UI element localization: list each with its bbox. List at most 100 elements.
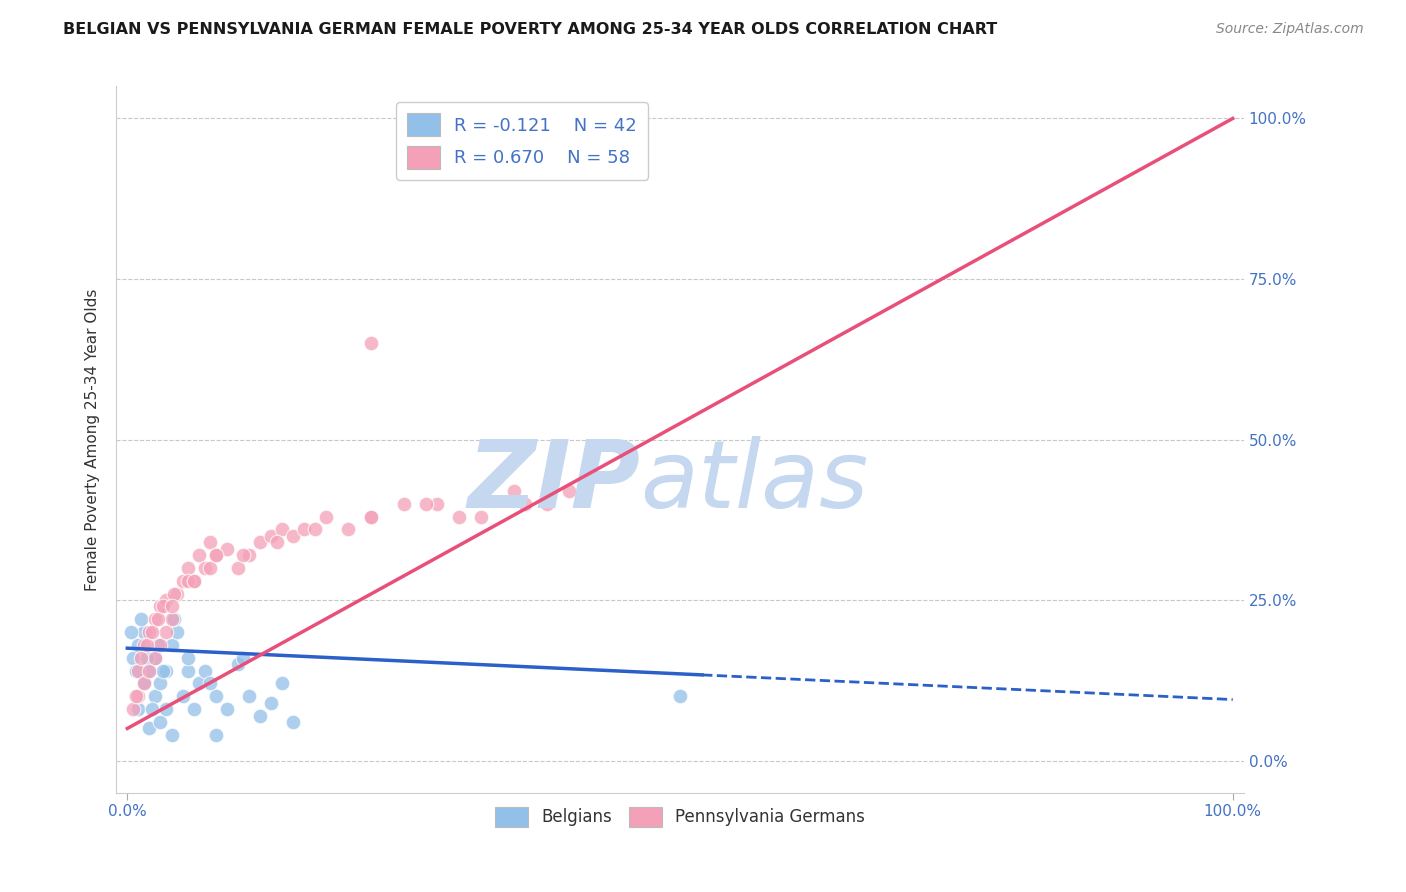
- Point: [260, 696, 283, 710]
- Point: [292, 522, 315, 536]
- Point: [204, 728, 226, 742]
- Point: [132, 676, 155, 690]
- Point: [160, 728, 183, 742]
- Point: [360, 509, 382, 524]
- Point: [249, 535, 271, 549]
- Point: [200, 535, 222, 549]
- Point: [138, 722, 160, 736]
- Point: [125, 690, 148, 704]
- Point: [148, 612, 170, 626]
- Point: [148, 638, 170, 652]
- Point: [271, 676, 294, 690]
- Point: [129, 612, 152, 626]
- Point: [125, 664, 148, 678]
- Point: [149, 638, 172, 652]
- Point: [183, 574, 205, 588]
- Text: Source: ZipAtlas.com: Source: ZipAtlas.com: [1216, 22, 1364, 37]
- Point: [183, 702, 205, 716]
- Point: [226, 561, 249, 575]
- Point: [121, 702, 143, 716]
- Point: [447, 509, 470, 524]
- Text: BELGIAN VS PENNSYLVANIA GERMAN FEMALE POVERTY AMONG 25-34 YEAR OLDS CORRELATION : BELGIAN VS PENNSYLVANIA GERMAN FEMALE PO…: [63, 22, 997, 37]
- Point: [155, 625, 177, 640]
- Point: [232, 650, 254, 665]
- Point: [238, 690, 260, 704]
- Point: [200, 676, 222, 690]
- Point: [149, 676, 172, 690]
- Point: [503, 483, 526, 498]
- Point: [155, 702, 177, 716]
- Point: [226, 657, 249, 672]
- Point: [121, 650, 143, 665]
- Text: atlas: atlas: [641, 436, 869, 527]
- Point: [188, 676, 211, 690]
- Point: [232, 548, 254, 562]
- Point: [143, 612, 166, 626]
- Point: [188, 548, 211, 562]
- Text: ZIP: ZIP: [468, 436, 641, 528]
- Point: [215, 702, 238, 716]
- Point: [149, 714, 172, 729]
- Point: [249, 708, 271, 723]
- Point: [194, 561, 217, 575]
- Point: [138, 625, 160, 640]
- Point: [304, 522, 326, 536]
- Point: [132, 638, 155, 652]
- Point: [172, 574, 194, 588]
- Point: [136, 650, 159, 665]
- Point: [204, 690, 226, 704]
- Point: [215, 541, 238, 556]
- Point: [172, 690, 194, 704]
- Point: [127, 638, 149, 652]
- Point: [238, 548, 260, 562]
- Point: [127, 702, 149, 716]
- Point: [470, 509, 492, 524]
- Point: [149, 599, 172, 614]
- Point: [177, 664, 200, 678]
- Point: [160, 638, 183, 652]
- Point: [120, 625, 142, 640]
- Point: [281, 714, 304, 729]
- Point: [415, 497, 437, 511]
- Point: [163, 612, 186, 626]
- Point: [669, 690, 692, 704]
- Point: [136, 638, 159, 652]
- Point: [200, 561, 222, 575]
- Point: [183, 574, 205, 588]
- Point: [337, 522, 360, 536]
- Point: [138, 664, 160, 678]
- Point: [177, 574, 200, 588]
- Point: [426, 497, 449, 511]
- Point: [127, 664, 149, 678]
- Point: [143, 690, 166, 704]
- Point: [360, 336, 382, 351]
- Point: [155, 664, 177, 678]
- Point: [166, 586, 188, 600]
- Point: [177, 650, 200, 665]
- Point: [143, 650, 166, 665]
- Point: [141, 625, 163, 640]
- Point: [194, 664, 217, 678]
- Point: [392, 497, 415, 511]
- Point: [132, 625, 155, 640]
- Point: [132, 676, 155, 690]
- Point: [163, 586, 186, 600]
- Point: [160, 599, 183, 614]
- Point: [204, 548, 226, 562]
- Point: [260, 529, 283, 543]
- Point: [271, 522, 294, 536]
- Point: [143, 650, 166, 665]
- Point: [281, 529, 304, 543]
- Point: [138, 664, 160, 678]
- Point: [536, 497, 558, 511]
- Point: [204, 548, 226, 562]
- Point: [129, 650, 152, 665]
- Point: [155, 593, 177, 607]
- Point: [266, 535, 288, 549]
- Point: [127, 690, 149, 704]
- Legend: Belgians, Pennsylvania Germans: Belgians, Pennsylvania Germans: [488, 800, 872, 834]
- Point: [315, 509, 337, 524]
- Point: [360, 509, 382, 524]
- Y-axis label: Female Poverty Among 25-34 Year Olds: Female Poverty Among 25-34 Year Olds: [86, 288, 100, 591]
- Point: [558, 483, 581, 498]
